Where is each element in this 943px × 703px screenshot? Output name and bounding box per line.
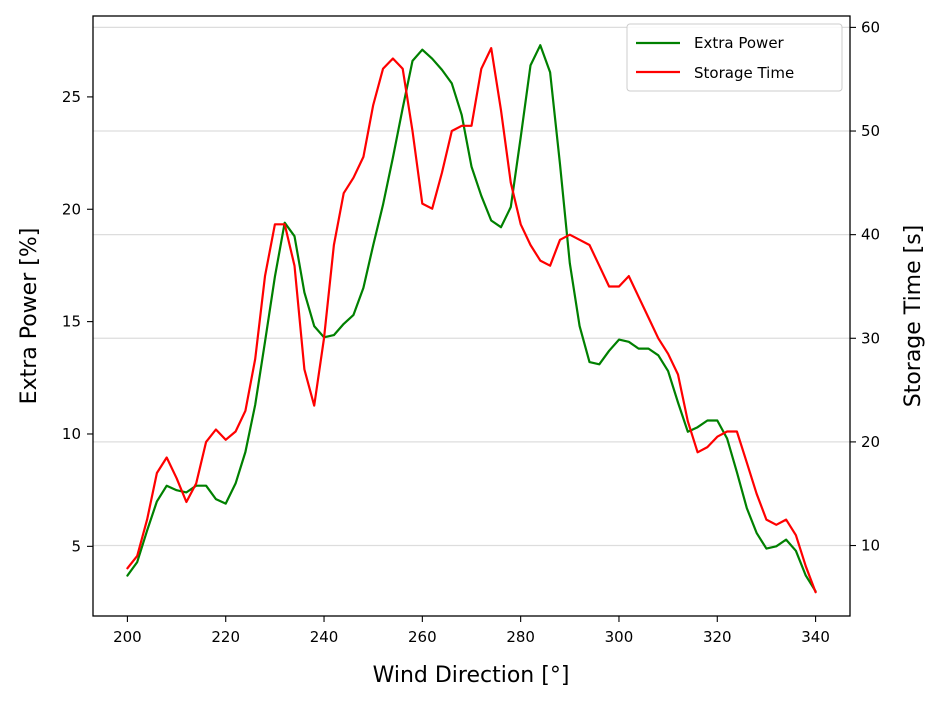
x-tick-label: 300: [605, 628, 634, 646]
y-right-tick-label: 40: [861, 226, 880, 244]
y-right-tick-label: 50: [861, 122, 880, 140]
y-left-tick-label: 20: [62, 200, 81, 218]
x-tick-label: 200: [113, 628, 142, 646]
series-line-extra-power: [126, 44, 817, 593]
y-axis-left-title: Extra Power [%]: [17, 228, 42, 405]
y-axis-right-ticks: 10 20 30 40 50 60: [850, 18, 880, 555]
y-axis-left-ticks: 5 10 15 20 25: [62, 88, 93, 555]
x-tick-label: 260: [408, 628, 437, 646]
y-left-tick-label: 25: [62, 88, 81, 106]
y-right-tick-label: 60: [861, 18, 880, 36]
y-right-tick-label: 30: [861, 329, 880, 347]
series-lines: [126, 44, 817, 594]
x-tick-label: 280: [506, 628, 535, 646]
legend-label-extra-power: Extra Power: [694, 34, 785, 52]
y-right-tick-label: 20: [861, 433, 880, 451]
legend-label-storage-time: Storage Time: [694, 64, 794, 82]
y-left-tick-label: 5: [71, 537, 81, 555]
legend: Extra Power Storage Time: [626, 23, 843, 92]
legend-box: [626, 23, 843, 92]
series-line-storage-time: [126, 46, 817, 594]
plot-frame: [92, 15, 851, 617]
y-right-tick-label: 10: [861, 537, 880, 555]
x-axis-title: Wind Direction [°]: [373, 663, 570, 688]
y-left-tick-label: 10: [62, 425, 81, 443]
plot-area: [93, 16, 850, 616]
y-axis-right-title: Storage Time [s]: [901, 225, 926, 408]
x-tick-label: 220: [211, 628, 240, 646]
x-axis-ticks: 200 220 240 260 280 300 320 340: [113, 616, 830, 646]
x-tick-label: 240: [310, 628, 339, 646]
x-tick-label: 340: [801, 628, 830, 646]
y-left-tick-label: 15: [62, 313, 81, 331]
gridlines: [93, 26, 850, 547]
x-tick-label: 320: [703, 628, 732, 646]
